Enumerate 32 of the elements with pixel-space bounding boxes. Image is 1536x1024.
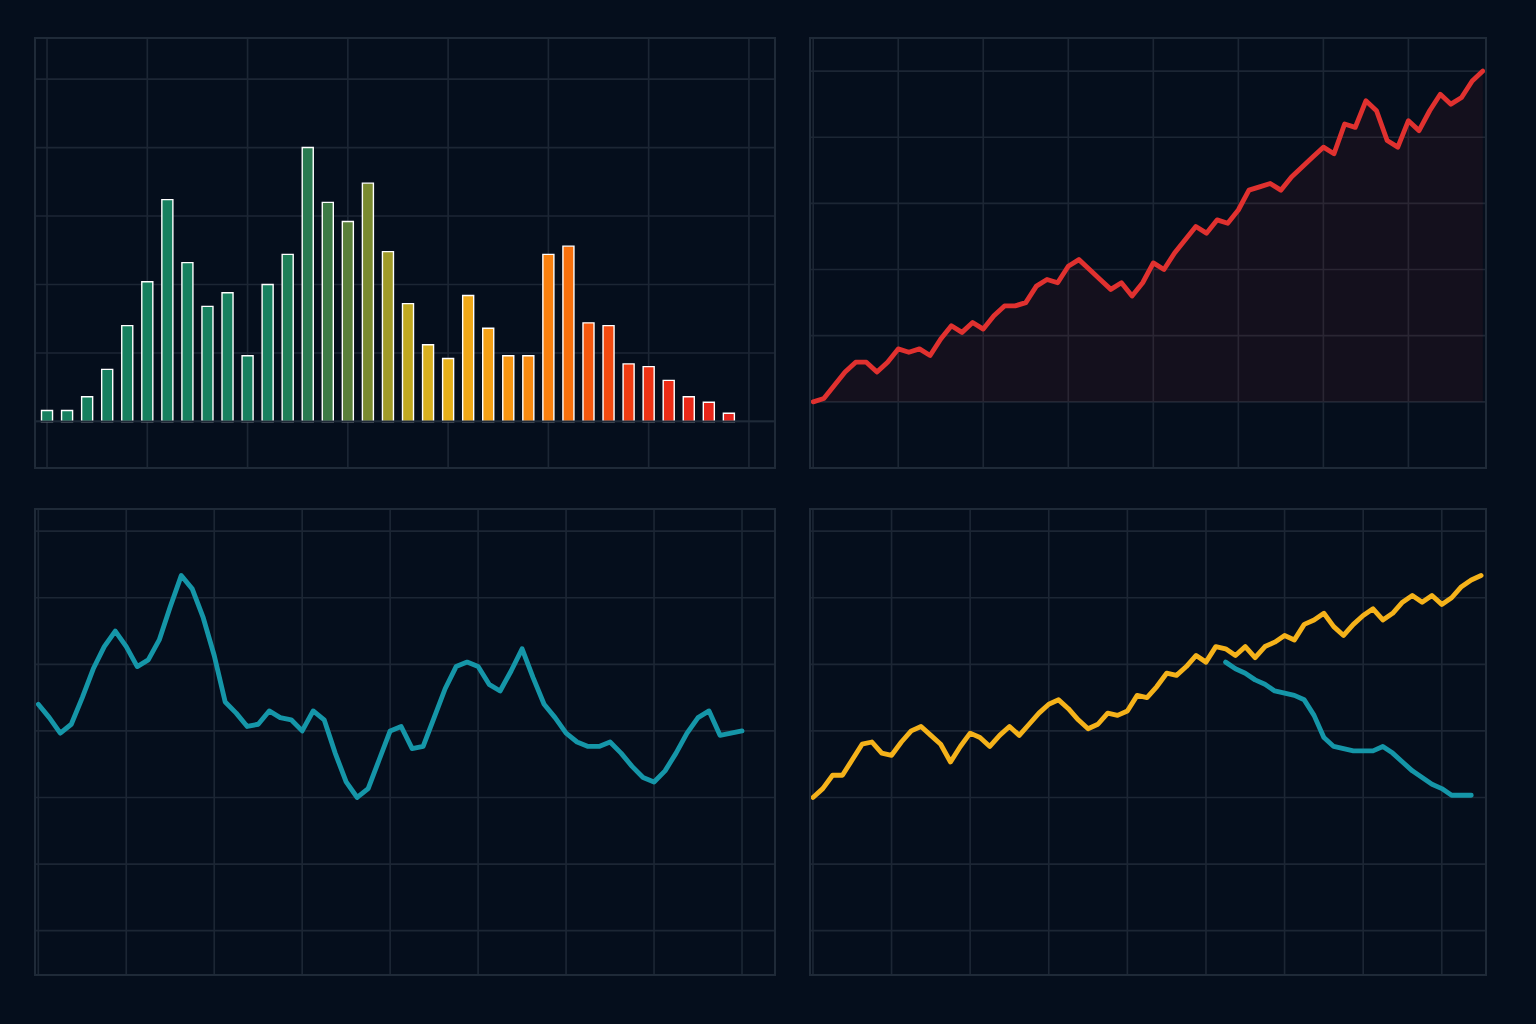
bar [100, 368, 114, 423]
bar [301, 146, 314, 423]
bar [221, 292, 234, 423]
bar [80, 396, 94, 423]
bar [662, 379, 675, 423]
bar [622, 363, 635, 423]
bar [702, 401, 716, 423]
bar [281, 253, 294, 423]
bar [321, 201, 335, 423]
bar [542, 253, 555, 423]
bar [381, 250, 395, 423]
bar [201, 305, 214, 423]
bar [502, 355, 515, 423]
bar [261, 283, 274, 423]
bar [241, 355, 254, 423]
bar [682, 396, 695, 423]
bar [642, 365, 655, 423]
bar [482, 327, 495, 423]
bar [562, 245, 575, 423]
bar [141, 281, 154, 423]
bar [522, 355, 535, 423]
bar [341, 220, 355, 423]
bar [401, 302, 415, 423]
bar [602, 324, 615, 423]
bar [161, 198, 174, 423]
bar [461, 294, 475, 423]
bar [181, 261, 194, 423]
bar [582, 322, 595, 423]
bar [421, 344, 435, 423]
bar [121, 324, 134, 423]
bar [361, 182, 375, 423]
bar [441, 357, 455, 423]
